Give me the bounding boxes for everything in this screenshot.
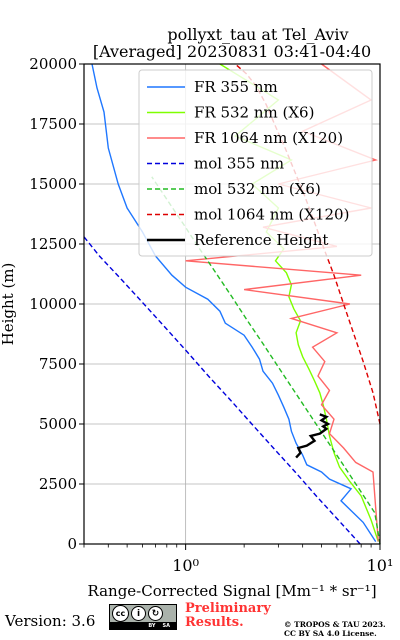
y-axis-label: Height (m)	[0, 263, 17, 346]
x-tick-label: 10¹	[367, 556, 394, 575]
series-layer	[83, 63, 381, 545]
axes: 0 2500 5000 7500 10000 12500 15000 17500 20000 10…	[29, 55, 393, 575]
series-line-0	[91, 63, 377, 542]
y-tick-label: 7500	[39, 355, 77, 373]
license-by-label: BY	[148, 622, 156, 629]
x-tick-label: 10⁰	[172, 556, 199, 575]
copyright-notice: © TROPOS & TAU 2023. CC BY SA 4.0 Licens…	[284, 620, 386, 638]
share-alike-icon: ↻	[148, 606, 163, 621]
legend: FR 355 nm FR 532 nm (X6) FR 1064 nm (X120)…	[138, 69, 373, 257]
preliminary-line-1: Preliminary	[185, 601, 271, 616]
legend-box	[138, 69, 373, 257]
y-tick-label: 17500	[29, 115, 77, 133]
legend-label: mol 532 nm (X6)	[194, 180, 321, 198]
series-line-3	[83, 236, 361, 545]
legend-label: mol 355 nm	[194, 155, 284, 173]
cc-icon: cc	[112, 605, 129, 622]
y-tick-label: 5000	[39, 415, 77, 433]
chart-subtitle: [Averaged] 20230831 03:41-04:40	[93, 42, 371, 61]
y-tick-label: 15000	[29, 175, 77, 193]
y-tick-label: 12500	[29, 235, 77, 253]
cc-license-badge[interactable]: cc i ↻ BY SA	[109, 604, 177, 630]
license-strip: BY SA	[110, 622, 176, 629]
legend-label: mol 1064 nm (X120)	[194, 206, 349, 224]
version-label: Version: 3.6	[5, 612, 96, 630]
y-tick-label: 10000	[29, 295, 77, 313]
chart-title: pollyxt_tau at Tel_Aviv	[167, 25, 348, 44]
x-axis-label: Range-Corrected Signal [Mm⁻¹ * sr⁻¹]	[87, 582, 376, 600]
legend-label: FR 1064 nm (X120)	[194, 129, 343, 147]
preliminary-notice: Preliminary Results.	[185, 602, 271, 630]
y-tick-label: 20000	[29, 55, 77, 73]
legend-label: Reference Height	[194, 231, 328, 249]
preliminary-line-2: Results.	[185, 615, 244, 630]
chart: pollyxt_tau at Tel_Aviv [Averaged] 20230…	[0, 25, 393, 600]
series-line-6	[295, 413, 331, 459]
copyright-line-2: CC BY SA 4.0 License.	[284, 629, 377, 638]
legend-label: FR 355 nm	[194, 78, 278, 96]
y-tick-label: 2500	[39, 475, 77, 493]
y-tick-label: 0	[67, 535, 77, 553]
license-sa-label: SA	[162, 622, 170, 629]
copyright-line-1: © TROPOS & TAU 2023.	[284, 620, 386, 629]
attribution-icon: i	[131, 606, 146, 621]
legend-label: FR 532 nm (X6)	[194, 104, 314, 122]
